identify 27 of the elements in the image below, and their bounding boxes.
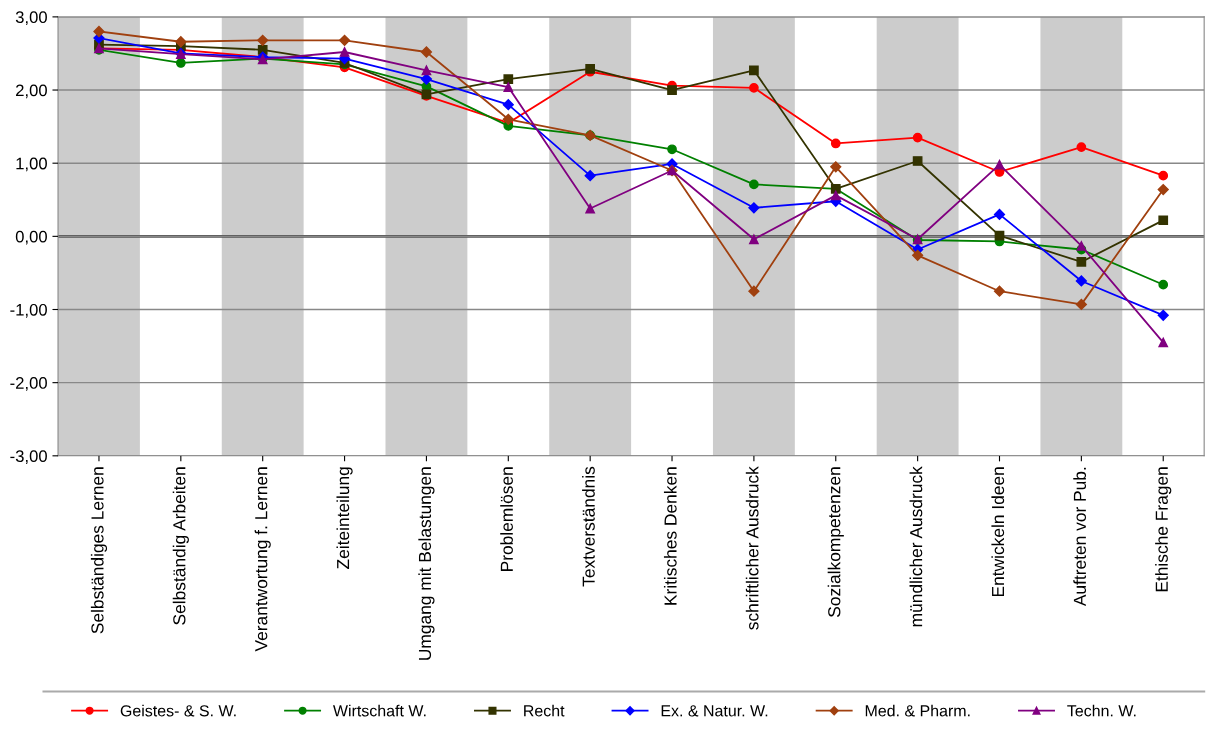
y-tick-label: 2,00 bbox=[16, 84, 47, 99]
legend-label: Wirtschaft W. bbox=[333, 704, 426, 717]
legend-label: Ex. & Natur. W. bbox=[661, 705, 768, 717]
x-tick-label: Selbständig Arbeiten bbox=[172, 467, 189, 625]
y-tick-label: 0,00 bbox=[15, 230, 47, 245]
x-tick-label: Sozialkompetenzen bbox=[827, 467, 844, 617]
x-tick-label: Textverständnis bbox=[582, 466, 595, 587]
x-tick-label: Entwickeln Ideen bbox=[991, 467, 1005, 597]
x-tick-label: Zeiteinteilung bbox=[336, 467, 353, 569]
x-tick-label: mündlicher Ausdruck bbox=[909, 466, 923, 627]
y-tick-label: 1,00 bbox=[16, 157, 47, 172]
legend-label: Med. & Pharm. bbox=[865, 704, 970, 717]
y-tick-label: -3,00 bbox=[10, 450, 47, 464]
x-tick-label: Selbständiges Lernen bbox=[90, 467, 108, 634]
y-tick-label: -1,00 bbox=[10, 303, 47, 318]
legend-label: Recht bbox=[524, 704, 565, 717]
y-tick-label: -2,00 bbox=[10, 377, 47, 391]
x-tick-label: Verantwortung f. Lernen bbox=[254, 467, 271, 652]
x-tick-label: Auftreten vor Pub. bbox=[1073, 467, 1087, 607]
legend-label: Techn. W. bbox=[1067, 704, 1136, 717]
x-tick-label: Umgang mit Belastungen bbox=[418, 467, 435, 660]
y-tick-label: 3,00 bbox=[15, 11, 47, 26]
legend-label: Geistes- & S. W. bbox=[120, 704, 236, 717]
x-tick-label: Ethische Fragen bbox=[1155, 467, 1172, 592]
x-tick-label: Kritisches Denken bbox=[663, 467, 677, 605]
x-tick-label: schriftlicher Ausdruck bbox=[745, 466, 759, 630]
x-tick-label: Problemlösen bbox=[500, 467, 513, 571]
